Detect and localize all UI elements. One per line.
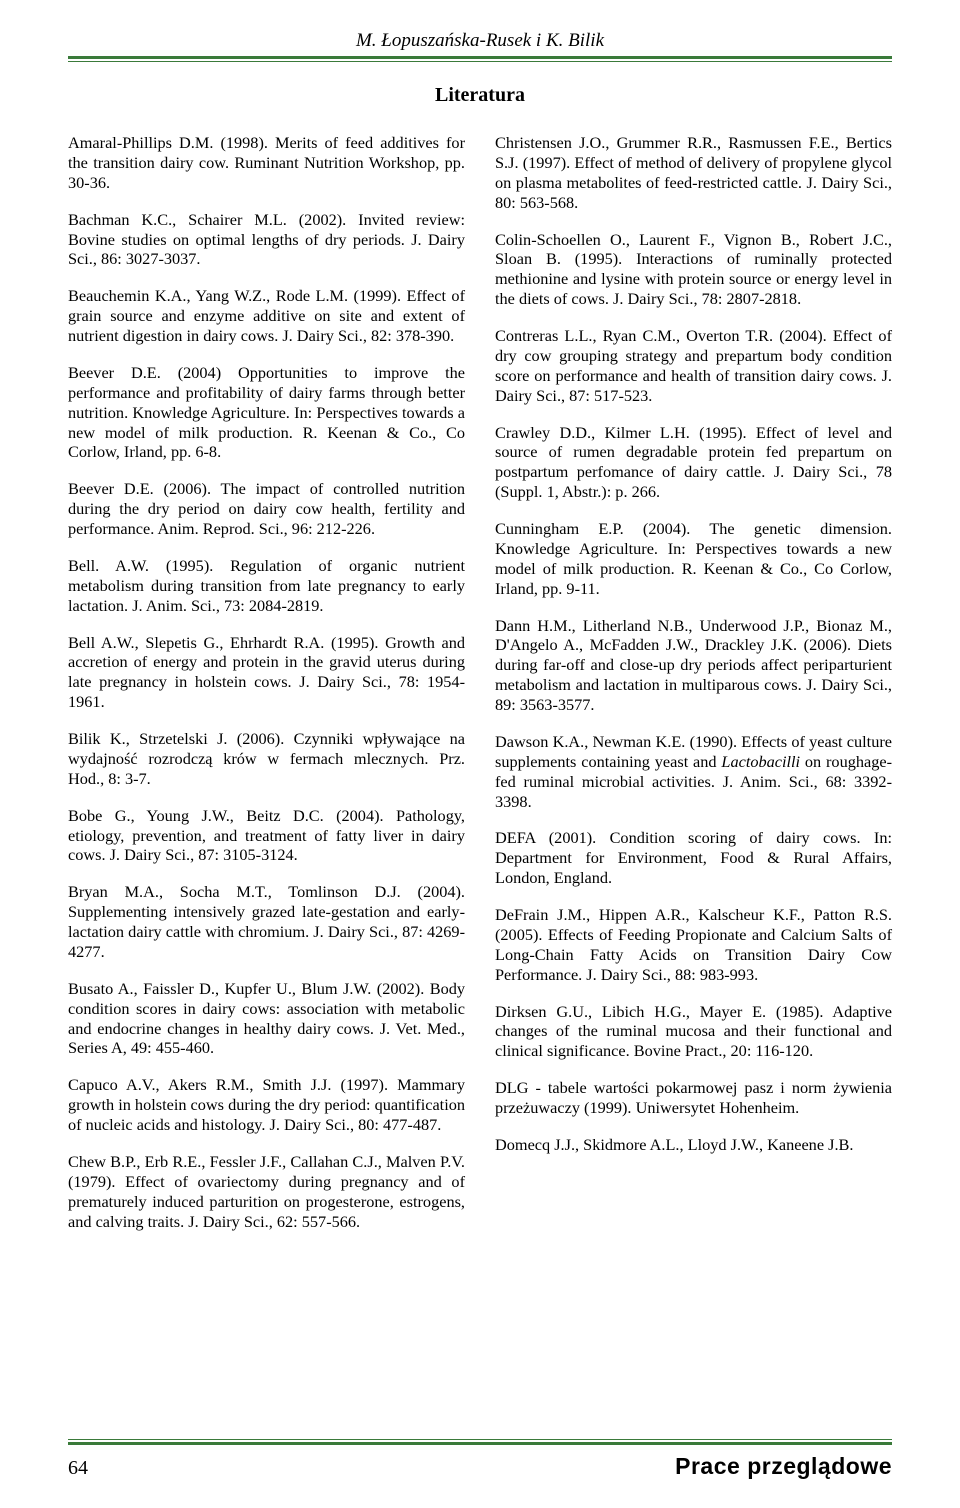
- reference-entry: Beever D.E. (2006). The impact of contro…: [68, 479, 465, 539]
- reference-entry: Bryan M.A., Socha M.T., Tomlinson D.J. (…: [68, 882, 465, 962]
- reference-entry: DEFA (2001). Condition scoring of dairy …: [495, 828, 892, 888]
- reference-entry: Colin-Schoellen O., Laurent F., Vignon B…: [495, 230, 892, 310]
- reference-entry: DLG - tabele wartości pokarmowej pasz i …: [495, 1078, 892, 1118]
- footer-label: Prace przeglądowe: [675, 1453, 892, 1480]
- reference-entry: Busato A., Faissler D., Kupfer U., Blum …: [68, 979, 465, 1059]
- reference-entry: Beever D.E. (2004) Opportunities to impr…: [68, 363, 465, 462]
- page-number: 64: [68, 1457, 88, 1480]
- page: M. Łopuszańska-Rusek i K. Bilik Literatu…: [0, 0, 960, 1311]
- reference-entry: Crawley D.D., Kilmer L.H. (1995). Effect…: [495, 423, 892, 503]
- references-list: Amaral-Phillips D.M. (1998). Merits of f…: [68, 133, 892, 1231]
- footer-rule: [68, 1439, 892, 1445]
- reference-entry: Capuco A.V., Akers R.M., Smith J.J. (199…: [68, 1075, 465, 1135]
- header-rule: [68, 56, 892, 62]
- reference-entry: Chew B.P., Erb R.E., Fessler J.F., Calla…: [68, 1152, 465, 1232]
- reference-entry: Amaral-Phillips D.M. (1998). Merits of f…: [68, 133, 465, 193]
- reference-entry: Dirksen G.U., Libich H.G., Mayer E. (198…: [495, 1002, 892, 1062]
- reference-entry: Bell. A.W. (1995). Regulation of organic…: [68, 556, 465, 616]
- reference-entry: Dann H.M., Litherland N.B., Underwood J.…: [495, 616, 892, 715]
- reference-entry: Contreras L.L., Ryan C.M., Overton T.R. …: [495, 326, 892, 406]
- reference-entry: Cunningham E.P. (2004). The genetic dime…: [495, 519, 892, 599]
- reference-entry: Domecq J.J., Skidmore A.L., Lloyd J.W., …: [495, 1135, 892, 1155]
- reference-entry: DeFrain J.M., Hippen A.R., Kalscheur K.F…: [495, 905, 892, 985]
- page-footer: 64 Prace przeglądowe: [68, 1439, 892, 1480]
- section-title: Literatura: [68, 84, 892, 107]
- reference-entry: Christensen J.O., Grummer R.R., Rasmusse…: [495, 133, 892, 213]
- reference-entry: Bachman K.C., Schairer M.L. (2002). Invi…: [68, 210, 465, 270]
- reference-entry: Dawson K.A., Newman K.E. (1990). Effects…: [495, 732, 892, 812]
- reference-entry: Bilik K., Strzetelski J. (2006). Czynnik…: [68, 729, 465, 789]
- reference-entry: Bell A.W., Slepetis G., Ehrhardt R.A. (1…: [68, 633, 465, 713]
- reference-entry: Beauchemin K.A., Yang W.Z., Rode L.M. (1…: [68, 286, 465, 346]
- running-head: M. Łopuszańska-Rusek i K. Bilik: [68, 30, 892, 52]
- reference-entry: Bobe G., Young J.W., Beitz D.C. (2004). …: [68, 806, 465, 866]
